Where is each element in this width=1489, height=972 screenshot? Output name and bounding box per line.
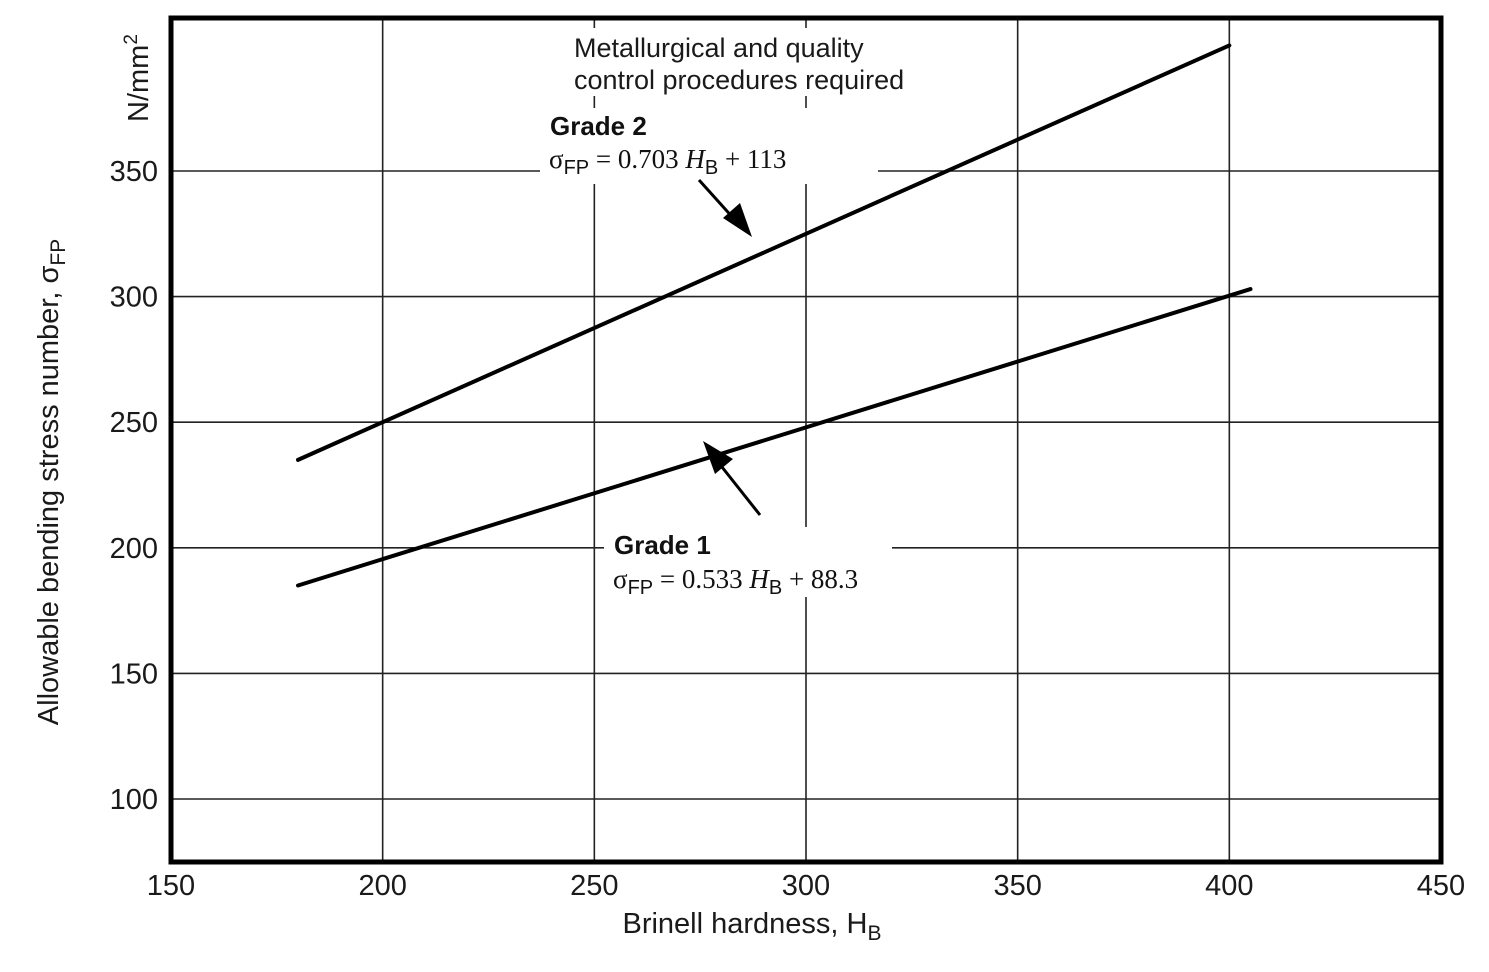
grade-2-label: Grade 2 [550, 111, 647, 141]
label-mask [540, 108, 878, 184]
y-tick-label: 150 [110, 658, 158, 690]
x-tick-label: 400 [1205, 870, 1253, 902]
label-mask [604, 527, 892, 597]
y-tick-label: 250 [110, 407, 158, 439]
y-tick-label: 100 [110, 784, 158, 816]
x-tick-label: 450 [1417, 870, 1465, 902]
label-mask [540, 28, 940, 96]
x-axis-title: Brinell hardness, HB [622, 908, 881, 945]
x-tick-label: 300 [782, 870, 830, 902]
series-line-grade-2 [296, 43, 1232, 462]
grade-2-equation: σFP = 0.703 HB + 113 [549, 144, 786, 179]
plot-frame [168, 15, 1444, 865]
grade-1-arrow [703, 441, 762, 516]
series-line-grade-1 [296, 287, 1253, 588]
x-tick-label: 250 [570, 870, 618, 902]
y-tick-label: 300 [110, 282, 158, 314]
series-lines [296, 43, 1253, 588]
x-tick-label: 350 [993, 870, 1041, 902]
x-tick-label: 150 [147, 870, 195, 902]
y-tick-labels: 100 150 200 250 300 350 [110, 156, 158, 816]
grade-1-equation: σFP = 0.533 HB + 88.3 [613, 564, 858, 599]
note-line-2: control procedures required [574, 65, 904, 95]
y-axis-unit: N/mm2 [121, 34, 155, 122]
label-backgrounds [540, 28, 940, 597]
y-tick-label: 200 [110, 533, 158, 565]
grade-2-arrow [697, 178, 752, 237]
grade-1-label: Grade 1 [614, 530, 711, 560]
x-tick-label: 200 [358, 870, 406, 902]
y-tick-label: 350 [110, 156, 158, 188]
y-axis-title: Allowable bending stress number, σFP [33, 239, 70, 725]
x-tick-labels: 150 200 250 300 350 400 450 [147, 870, 1465, 902]
note-line-1: Metallurgical and quality [574, 33, 864, 63]
